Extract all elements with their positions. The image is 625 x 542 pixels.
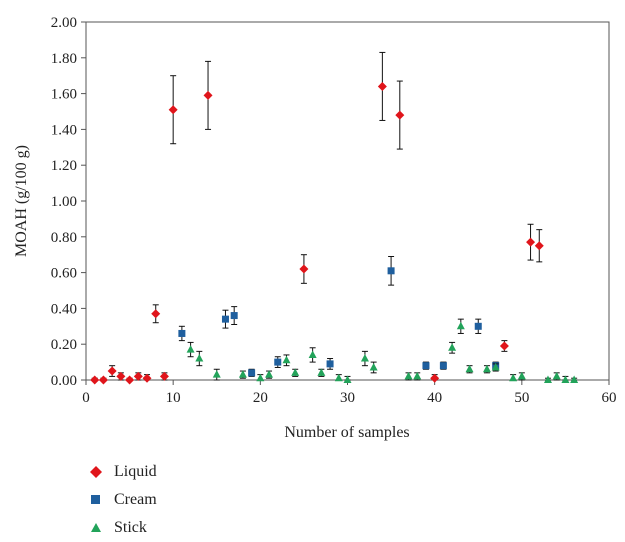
cream-data-point [326, 360, 334, 368]
cream-data-point [221, 315, 229, 323]
stick-data-point [212, 370, 221, 378]
stick-data-point [238, 370, 247, 378]
stick-data-point [369, 362, 378, 371]
liquid-data-point [395, 110, 405, 120]
stick-data-point [404, 371, 413, 380]
stick-data-point [543, 375, 552, 383]
x-tick-label: 50 [514, 390, 529, 406]
liquid-data-point [107, 366, 117, 376]
x-tick-label: 40 [427, 390, 442, 406]
stick-data-point [334, 373, 343, 382]
liquid-data-point [90, 375, 100, 385]
legend-item-liquid: Liquid [88, 458, 157, 486]
cream-data-point [474, 322, 482, 330]
y-tick-label: 0.40 [51, 301, 77, 317]
x-tick-label: 60 [602, 390, 617, 406]
liquid-data-point [299, 264, 309, 274]
stick-data-point [448, 343, 457, 351]
stick-data-point [561, 375, 570, 383]
stick-data-point [291, 368, 300, 376]
liquid-data-point [526, 237, 536, 247]
liquid-data-point [168, 105, 178, 115]
stick-data-point [517, 371, 526, 380]
stick-data-point [282, 355, 291, 364]
liquid-data-point [133, 371, 143, 381]
y-axis-ticks: 0.00 0.20 0.40 0.60 0.80 1.00 1.20 1.40 1.60 1.80… [51, 15, 86, 389]
stick-data-point [265, 370, 274, 378]
legend-label-cream: Cream [114, 491, 157, 508]
stick-data-point [308, 350, 317, 358]
stick-data-point [482, 364, 491, 373]
liquid-data-point [203, 90, 213, 100]
stick-data-point [413, 371, 422, 380]
legend-label-liquid: Liquid [114, 463, 157, 480]
legend-label-stick: Stick [114, 519, 147, 536]
y-tick-label: 0.80 [51, 230, 77, 246]
y-tick-label: 0.00 [51, 373, 77, 389]
cream-data-point [274, 358, 282, 366]
x-axis-title: Number of samples [284, 424, 409, 441]
cream-data-point [439, 362, 447, 370]
plot-frame [85, 21, 610, 381]
cream-data-point [387, 267, 395, 275]
cream-data-point [248, 369, 256, 377]
liquid-data-point [98, 375, 108, 385]
stick-data-point [509, 373, 518, 382]
x-tick-label: 0 [82, 390, 90, 406]
legend: Liquid Cream Stick [88, 458, 157, 542]
liquid-data-point [159, 371, 169, 381]
liquid-data-point [499, 341, 509, 351]
cream-data-point [422, 362, 430, 370]
cream-data-point [230, 312, 238, 320]
stick-data-point [186, 345, 195, 353]
stick-data-point [456, 321, 465, 330]
stick-data-point [256, 373, 265, 382]
data-marks [90, 51, 579, 385]
scatter-chart: 0.00 0.20 0.40 0.60 0.80 1.00 1.20 1.40 1.60 1.80… [13, 15, 617, 441]
x-axis-ticks: 0 10 20 30 40 50 60 [82, 380, 617, 406]
x-tick-label: 20 [253, 390, 268, 406]
y-tick-label: 1.40 [51, 122, 77, 138]
y-tick-label: 2.00 [51, 15, 77, 31]
x-tick-label: 30 [340, 390, 355, 406]
stick-data-point [360, 354, 369, 362]
stick-data-point [343, 375, 352, 383]
square-marker-icon [88, 492, 104, 508]
liquid-data-point [142, 373, 152, 383]
triangle-marker-icon [88, 520, 104, 536]
liquid-data-point [116, 371, 126, 381]
stick-data-point [465, 364, 474, 373]
y-tick-label: 1.20 [51, 158, 77, 174]
liquid-data-point [125, 375, 135, 385]
liquid-data-point [151, 309, 161, 319]
stick-data-point [317, 368, 326, 376]
y-tick-label: 1.60 [51, 87, 77, 103]
y-tick-label: 1.80 [51, 51, 77, 67]
diamond-marker-icon [88, 464, 104, 480]
y-axis-title: MOAH (g/100 g) [13, 145, 30, 257]
liquid-data-point [534, 241, 544, 251]
stick-data-point [570, 375, 579, 383]
cream-data-point [178, 329, 186, 337]
y-tick-label: 1.00 [51, 194, 77, 210]
legend-item-cream: Cream [88, 486, 157, 514]
x-tick-label: 10 [166, 390, 181, 406]
stick-data-point [552, 371, 561, 380]
y-tick-label: 0.20 [51, 337, 77, 353]
stick-data-point [195, 354, 204, 362]
liquid-data-point [430, 373, 440, 383]
stick-data-point [491, 362, 500, 371]
y-tick-label: 0.60 [51, 266, 77, 282]
liquid-data-point [377, 81, 387, 91]
legend-item-stick: Stick [88, 514, 157, 542]
